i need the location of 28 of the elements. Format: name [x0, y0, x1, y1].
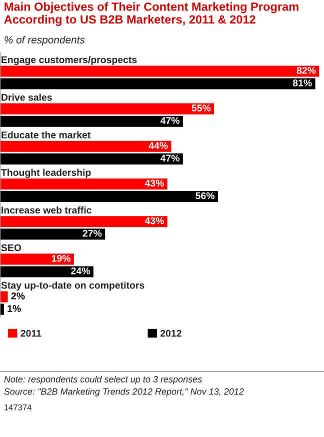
y-tick-label: Stay up-to-date on competitors	[1, 282, 144, 291]
legend-label: 2012	[160, 330, 182, 337]
source-note: Source: "B2B Marketing Trends 2012 Report," Nov 13, 2012	[4, 388, 244, 396]
data-label: 43%	[144, 180, 164, 187]
data-label: 2%	[11, 292, 25, 300]
data-label: 56%	[196, 192, 215, 200]
y-tick-label: Drive sales	[2, 94, 52, 101]
data-label: 82%	[296, 66, 316, 74]
y-tick-label: Educate the market	[2, 131, 91, 138]
text: Note: respondents could select up to 3 responses	[4, 376, 202, 384]
data-label: 24%	[71, 267, 90, 274]
y-tick-label: Thought leadership	[1, 168, 91, 178]
data-label: 47%	[160, 117, 180, 124]
legend-label: 2011	[20, 330, 42, 337]
y-tick-label: Engage customers/prospects	[2, 56, 137, 66]
data-label: 27%	[82, 230, 102, 237]
chart-title: Main Objectives of Their Content Marketing Program According to US B2B Marketers, 2011 & 2012	[4, 2, 298, 26]
data-label: 1%	[8, 305, 21, 312]
text: 147374	[4, 404, 32, 410]
data-label: 43%	[144, 217, 164, 224]
y-tick-label: Increase web traffic	[2, 206, 92, 214]
data-label: 81%	[292, 79, 312, 86]
chart-subtitle: % of respondents	[4, 36, 85, 46]
data-label: 55%	[192, 104, 211, 112]
data-label: 44%	[148, 142, 168, 150]
data-label: 47%	[160, 154, 180, 162]
data-label: 19%	[52, 254, 71, 262]
y-tick-label: SEO	[1, 244, 22, 252]
